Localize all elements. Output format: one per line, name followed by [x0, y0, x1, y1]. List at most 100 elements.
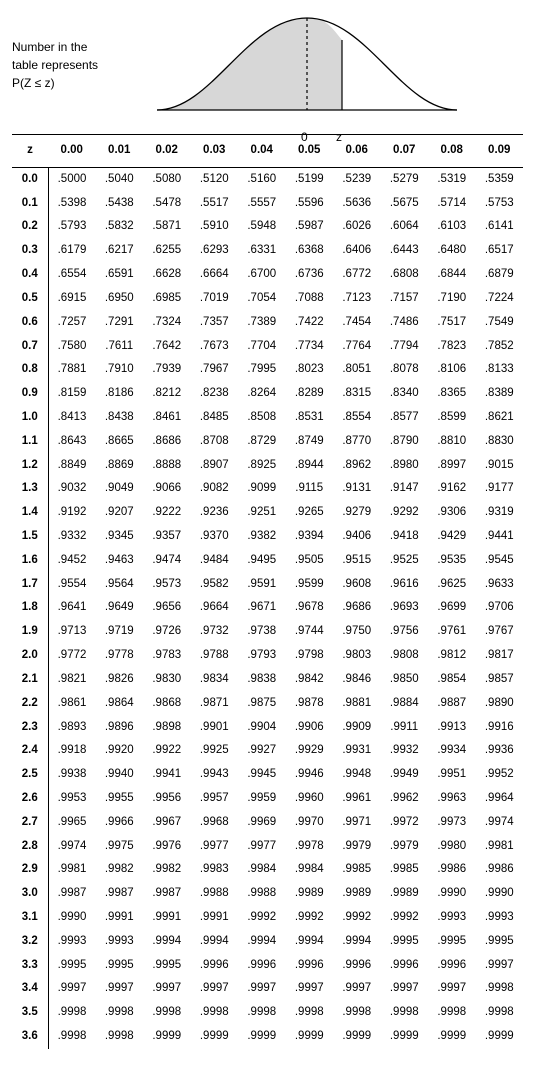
z-cell: .9995: [428, 930, 476, 954]
z-cell: .9778: [96, 644, 144, 668]
z-cell: .8023: [286, 358, 334, 382]
z-cell: .9940: [96, 763, 144, 787]
z-cell: .9850: [381, 668, 429, 692]
z-cell: .9719: [96, 620, 144, 644]
z-cell: .9988: [191, 882, 239, 906]
z-cell: .9999: [238, 1025, 286, 1049]
z-cell: .5478: [143, 192, 191, 216]
z-cell: .8365: [428, 382, 476, 406]
z-cell: .9956: [143, 787, 191, 811]
z-cell: .6103: [428, 215, 476, 239]
z-cell: .9929: [286, 739, 334, 763]
col-header: 0.09: [476, 135, 524, 168]
z-cell: .9970: [286, 811, 334, 835]
figure-header: Number in the table represents P(Z ≤ z) …: [12, 10, 523, 130]
z-cell: .9162: [428, 477, 476, 501]
z-cell: .9985: [381, 858, 429, 882]
z-cell: .8944: [286, 454, 334, 478]
z-cell: .9938: [48, 763, 96, 787]
z-cell: .9857: [476, 668, 524, 692]
table-row: 2.7.9965.9966.9967.9968.9969.9970.9971.9…: [12, 811, 523, 835]
z-cell: .9418: [381, 525, 429, 549]
table-row: 3.2.9993.9993.9994.9994.9994.9994.9994.9…: [12, 930, 523, 954]
z-cell: .8577: [381, 406, 429, 430]
z-cell: .7224: [476, 287, 524, 311]
z-cell: .5596: [286, 192, 334, 216]
z-cell: .9817: [476, 644, 524, 668]
axis-zero-label: 0: [301, 130, 308, 144]
z-cell: .9875: [238, 692, 286, 716]
z-cell: .9979: [333, 835, 381, 859]
z-cell: .6736: [286, 263, 334, 287]
z-cell: .9952: [476, 763, 524, 787]
z-cell: .9927: [238, 739, 286, 763]
z-cell: .9943: [191, 763, 239, 787]
z-cell: .7734: [286, 335, 334, 359]
z-cell: .6368: [286, 239, 334, 263]
z-cell: .8389: [476, 382, 524, 406]
z-cell: .8980: [381, 454, 429, 478]
z-cell: .6179: [48, 239, 96, 263]
z-cell: .9893: [48, 716, 96, 740]
z-cell: .5948: [238, 215, 286, 239]
col-header: 0.04: [238, 135, 286, 168]
table-row: 0.7.7580.7611.7642.7673.7704.7734.7764.7…: [12, 335, 523, 359]
z-cell: .9345: [96, 525, 144, 549]
z-cell: .9932: [381, 739, 429, 763]
z-cell: .6443: [381, 239, 429, 263]
z-cell: .6700: [238, 263, 286, 287]
z-cell: .9686: [333, 596, 381, 620]
z-cell: .6064: [381, 215, 429, 239]
z-cell: .9949: [381, 763, 429, 787]
z-cell: .9896: [96, 716, 144, 740]
z-cell: .7019: [191, 287, 239, 311]
z-cell: .9953: [48, 787, 96, 811]
z-cell: .7580: [48, 335, 96, 359]
z-cell: .9115: [286, 477, 334, 501]
z-cell: .9989: [333, 882, 381, 906]
z-row-label: 3.2: [12, 930, 48, 954]
z-cell: .9986: [428, 858, 476, 882]
z-cell: .9975: [96, 835, 144, 859]
z-cell: .9994: [143, 930, 191, 954]
z-cell: .9803: [333, 644, 381, 668]
z-cell: .9861: [48, 692, 96, 716]
z-cell: .9997: [381, 977, 429, 1001]
z-row-label: 0.9: [12, 382, 48, 406]
table-row: 1.1.8643.8665.8686.8708.8729.8749.8770.8…: [12, 430, 523, 454]
z-cell: .5000: [48, 167, 96, 191]
table-row: 2.9.9981.9982.9982.9983.9984.9984.9985.9…: [12, 858, 523, 882]
z-cell: .8238: [191, 382, 239, 406]
z-cell: .5120: [191, 167, 239, 191]
z-cell: .8531: [286, 406, 334, 430]
z-cell: .9997: [476, 954, 524, 978]
z-cell: .9941: [143, 763, 191, 787]
z-cell: .5871: [143, 215, 191, 239]
z-cell: .9994: [238, 930, 286, 954]
z-cell: .6217: [96, 239, 144, 263]
table-row: 3.1.9990.9991.9991.9991.9992.9992.9992.9…: [12, 906, 523, 930]
z-row-label: 1.8: [12, 596, 48, 620]
table-row: 0.5.6915.6950.6985.7019.7054.7088.7123.7…: [12, 287, 523, 311]
z-row-label: 2.5: [12, 763, 48, 787]
z-cell: .5398: [48, 192, 96, 216]
z-cell: .9991: [143, 906, 191, 930]
z-cell: .7549: [476, 311, 524, 335]
col-header: 0.07: [381, 135, 429, 168]
z-row-label: 1.9: [12, 620, 48, 644]
z-cell: .9370: [191, 525, 239, 549]
z-cell: .9649: [96, 596, 144, 620]
z-cell: .9357: [143, 525, 191, 549]
z-cell: .8621: [476, 406, 524, 430]
z-cell: .9898: [143, 716, 191, 740]
z-cell: .9996: [286, 954, 334, 978]
table-row: 2.3.9893.9896.9898.9901.9904.9906.9909.9…: [12, 716, 523, 740]
z-cell: .8438: [96, 406, 144, 430]
z-cell: .9984: [238, 858, 286, 882]
z-cell: .7939: [143, 358, 191, 382]
z-cell: .9965: [48, 811, 96, 835]
z-cell: .9974: [48, 835, 96, 859]
z-cell: .9099: [238, 477, 286, 501]
z-cell: .9495: [238, 549, 286, 573]
z-cell: .9983: [191, 858, 239, 882]
